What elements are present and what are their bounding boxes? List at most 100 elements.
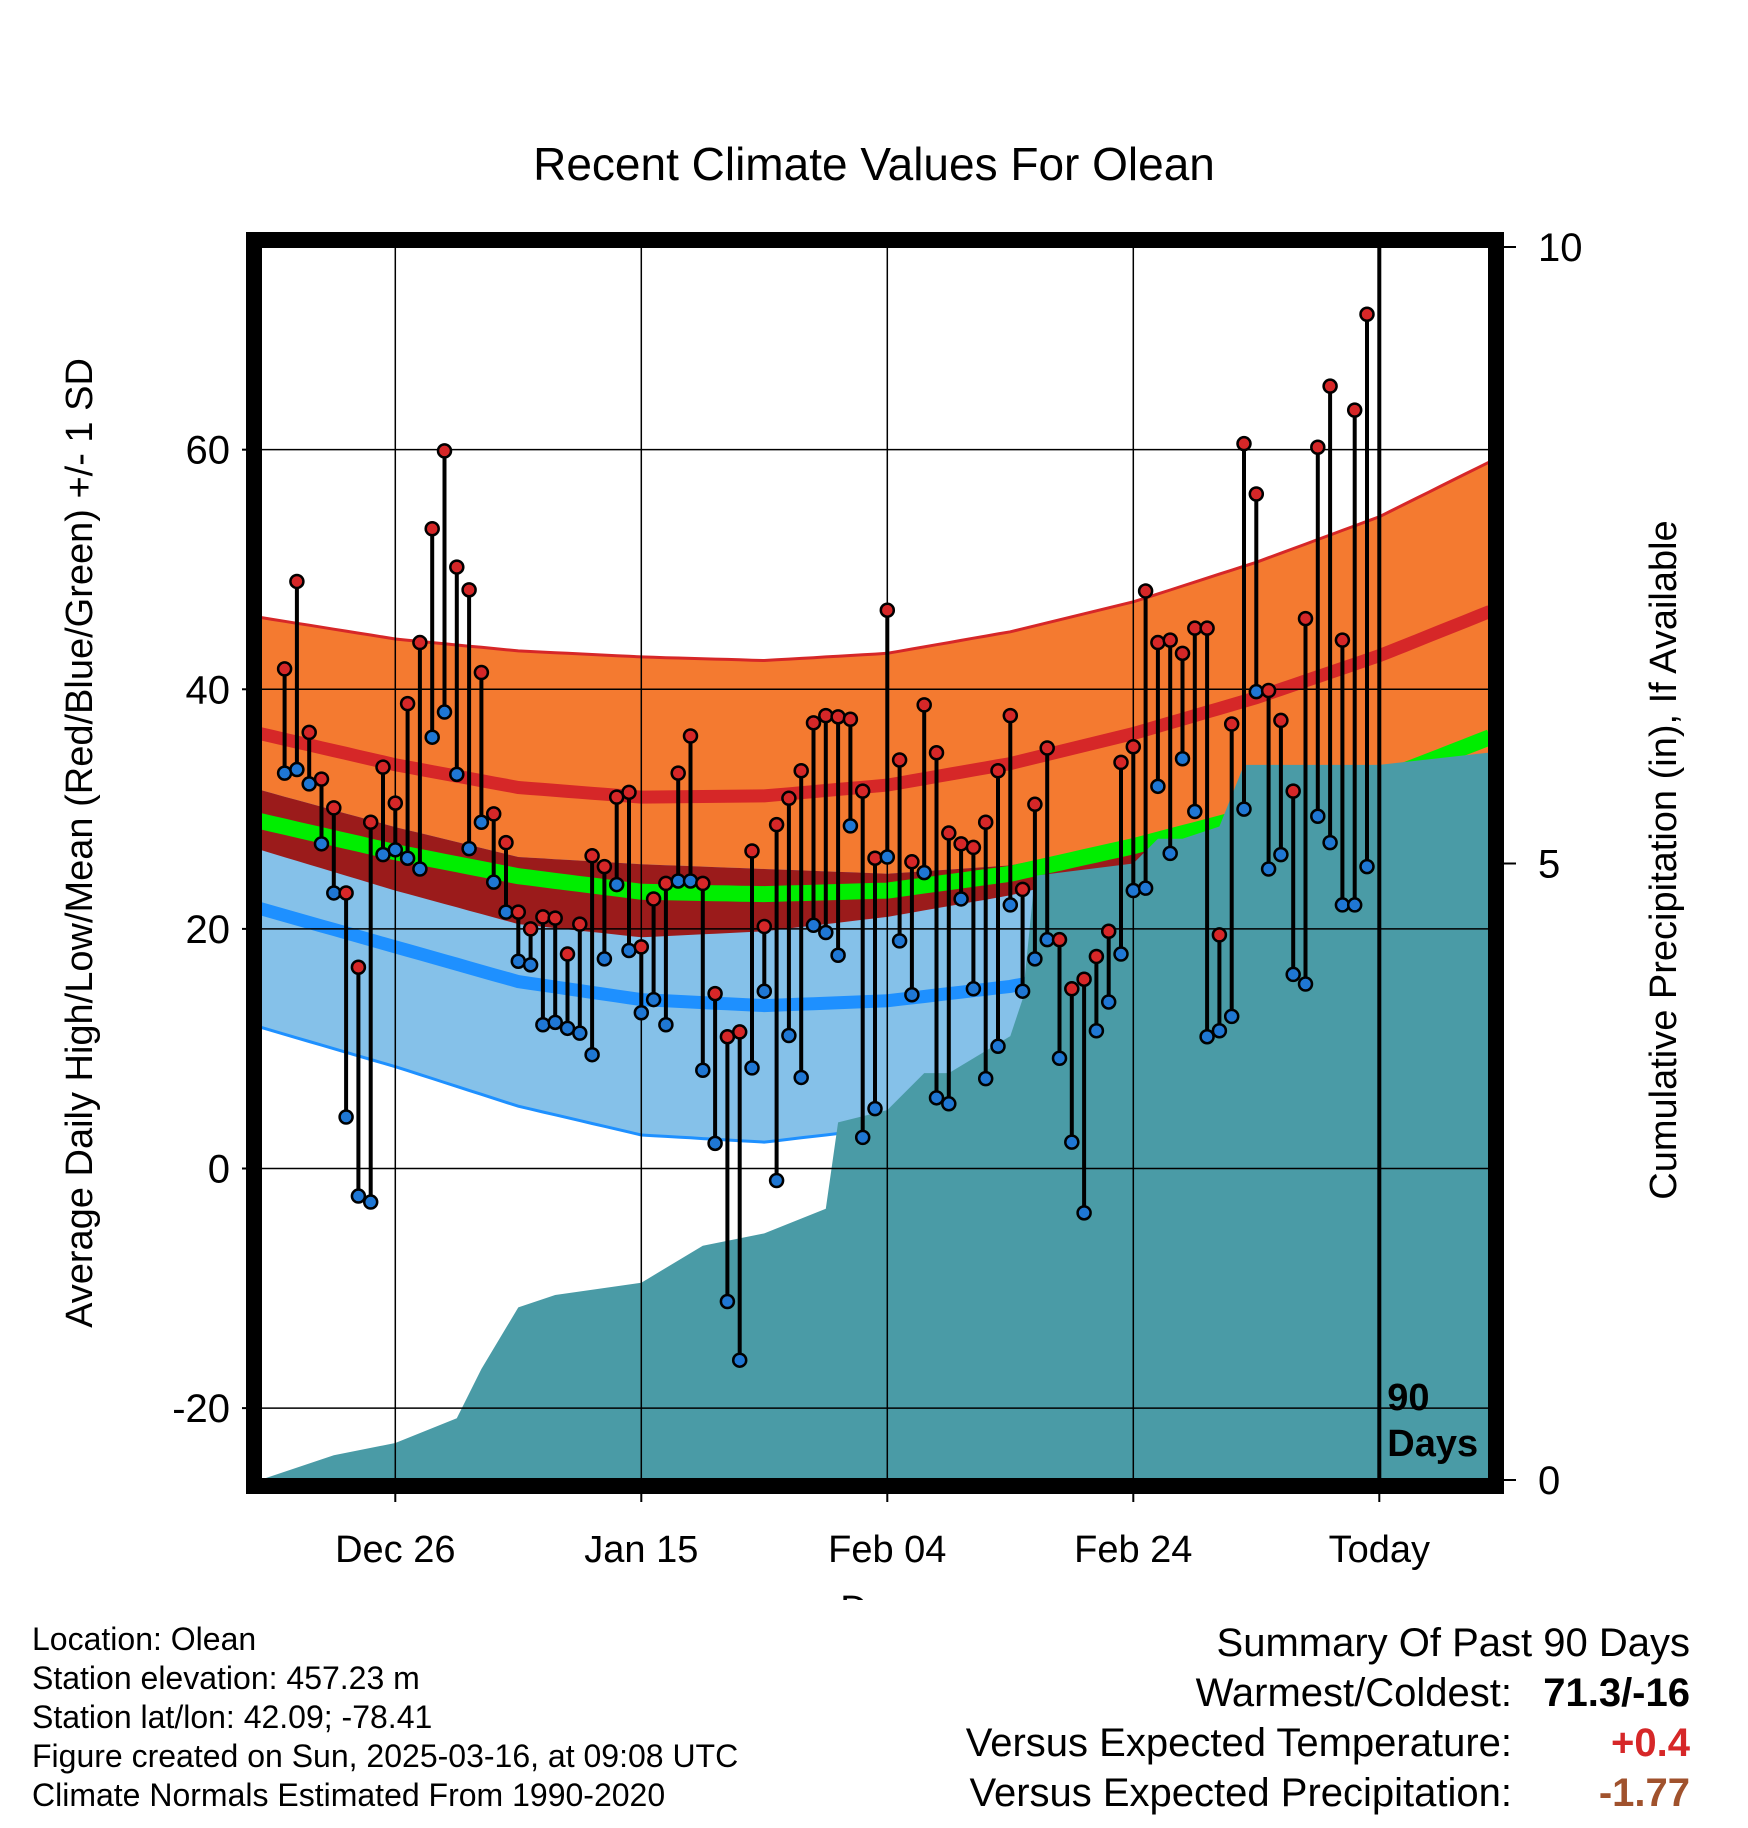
high-point	[756, 918, 773, 935]
y-tick-label: 40	[186, 668, 231, 712]
high-mean-line	[260, 605, 1490, 804]
low-point	[485, 874, 502, 890]
high-point	[1113, 754, 1129, 771]
low-point	[953, 891, 969, 907]
low-point	[1076, 1205, 1092, 1221]
high-point	[928, 745, 945, 761]
low-point	[608, 876, 625, 893]
low-point	[818, 924, 834, 941]
low-point	[559, 1020, 576, 1037]
low-point	[744, 1060, 760, 1076]
precip-value: -1.77	[1598, 1771, 1690, 1815]
low-point	[1223, 1008, 1240, 1025]
today-days-word: 90	[1387, 1377, 1429, 1419]
low-point	[658, 1016, 674, 1033]
high-point	[1248, 486, 1265, 502]
low-point	[436, 704, 453, 720]
high-point	[535, 909, 551, 925]
low-point	[990, 1038, 1006, 1055]
x-tick-label: Feb 24	[1074, 1529, 1192, 1571]
high-point	[1027, 796, 1043, 813]
warmest-value: 71.3/-16	[1543, 1671, 1690, 1715]
high-point	[953, 836, 969, 852]
high-point	[658, 875, 674, 892]
low-point	[1088, 1022, 1105, 1039]
low-point	[621, 942, 637, 959]
high-point	[412, 634, 428, 651]
high-point	[608, 789, 625, 805]
high-point	[707, 985, 723, 1002]
low-point	[375, 846, 391, 863]
high-point	[313, 771, 330, 787]
high-point	[547, 910, 563, 926]
today-days-label: 90 Days	[1387, 1377, 1478, 1465]
high-point	[1346, 402, 1363, 418]
x-tick-label: Today	[1329, 1529, 1430, 1571]
high-point	[473, 664, 490, 681]
high-point	[781, 790, 797, 807]
low-point	[731, 1352, 748, 1368]
low-point	[1051, 1050, 1068, 1067]
low-point	[1150, 778, 1166, 795]
low-point	[1002, 897, 1019, 913]
low-point	[326, 885, 342, 901]
low-point	[547, 1014, 563, 1031]
low-point	[1285, 966, 1301, 983]
low-point	[1174, 751, 1191, 767]
high-point	[559, 946, 576, 962]
low-point	[928, 1090, 945, 1106]
low-point	[424, 729, 440, 745]
high-point	[584, 848, 600, 864]
y2-tick-label: 10	[1538, 226, 1583, 270]
low-point	[1100, 994, 1117, 1010]
y2-axis-title: Cumulative Precipitation (in), If Availa…	[1643, 520, 1685, 1199]
high-point	[904, 854, 920, 870]
low-point	[941, 1096, 957, 1112]
high-point	[326, 800, 342, 816]
y-tick-label: 60	[186, 429, 231, 473]
high-point	[916, 697, 932, 713]
y2-tick-label: 5	[1538, 843, 1560, 887]
low-point	[756, 983, 773, 999]
high-point	[1137, 583, 1154, 599]
high-point	[1236, 435, 1252, 452]
high-point	[424, 520, 440, 537]
low-point	[719, 1293, 736, 1310]
created-text: Figure created on Sun, 2025-03-16, at 09…	[32, 1738, 739, 1774]
x-tick-label: Jan 15	[584, 1529, 698, 1571]
high-point	[719, 1028, 736, 1045]
low-point	[682, 873, 699, 889]
climate-chart: 90 Days -20 0 20 40 60 Dec 26 Jan 15 Feb 04 Feb 2…	[59, 138, 1685, 1600]
low-point	[768, 1172, 785, 1189]
high-point	[1174, 645, 1191, 662]
low-point	[399, 850, 416, 866]
high-point	[449, 559, 465, 575]
high-point	[289, 573, 305, 590]
low-point	[461, 840, 477, 857]
low-point	[916, 864, 932, 881]
high-point	[1002, 707, 1019, 724]
low-point	[510, 953, 527, 969]
low-point	[842, 818, 859, 834]
low-point	[1346, 897, 1363, 913]
summary-panel: Summary Of Past 90 Days Warmest/Coldest:…	[870, 1618, 1690, 1818]
high-point	[350, 959, 367, 975]
y-axis-title: Average Daily High/Low/Mean (Red/Blue/Gr…	[59, 358, 101, 1328]
high-point	[854, 783, 871, 799]
temp-label: Versus Expected Temperature:	[965, 1721, 1512, 1765]
high-point	[1322, 378, 1338, 394]
low-point	[412, 861, 428, 877]
low-point	[1359, 858, 1375, 875]
low-point	[707, 1135, 723, 1152]
low-point	[1322, 834, 1338, 851]
high-point	[670, 765, 686, 781]
high-point	[301, 724, 317, 741]
low-point	[1125, 882, 1142, 899]
low-point	[1113, 946, 1129, 962]
low-point	[522, 957, 539, 973]
high-point	[362, 814, 379, 831]
low-point	[449, 766, 465, 783]
high-point	[1223, 716, 1240, 732]
high-point	[1260, 682, 1277, 699]
high-point	[990, 762, 1006, 779]
